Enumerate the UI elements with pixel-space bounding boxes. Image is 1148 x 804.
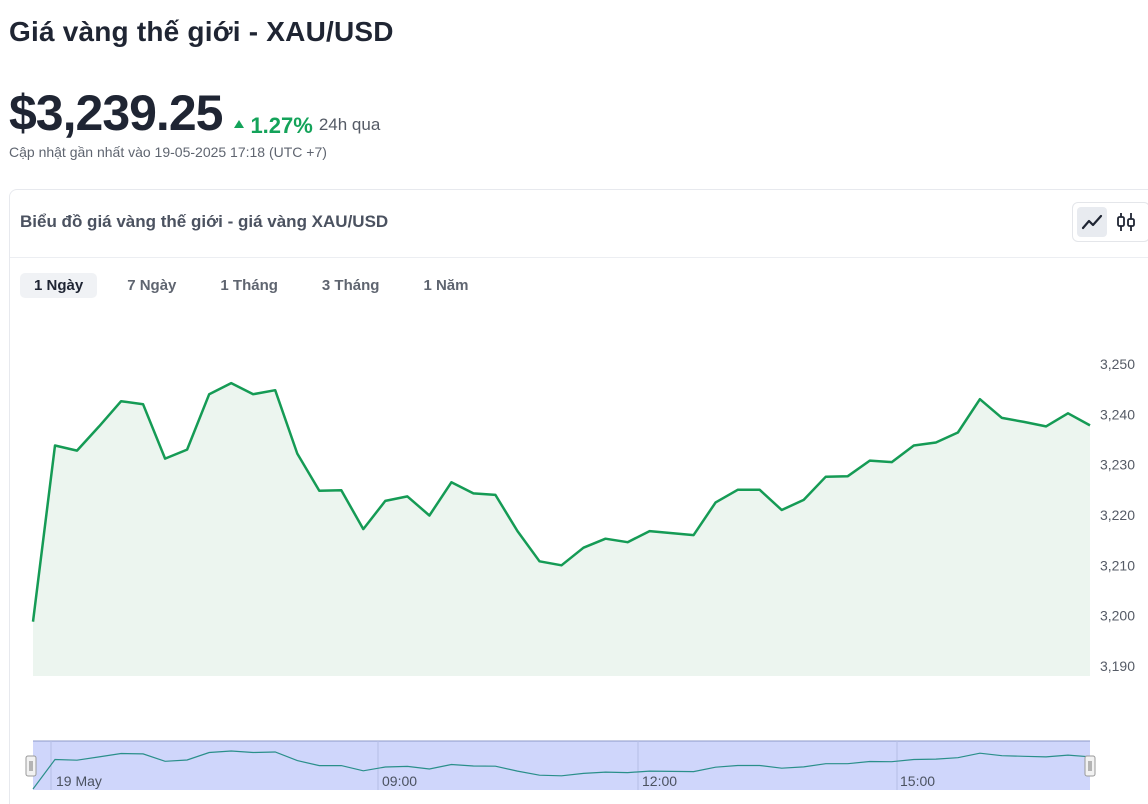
timeframe-tabs: 1 Ngày 7 Ngày 1 Tháng 3 Tháng 1 Năm (20, 273, 498, 298)
y-tick-label: 3,200 (1100, 608, 1135, 624)
price-area (33, 383, 1090, 676)
price-change: 1.27% (234, 113, 313, 139)
line-chart-icon (1081, 214, 1103, 230)
chart-type-toggle (1072, 202, 1148, 242)
navigator-time-label: 15:00 (900, 773, 935, 789)
y-tick-label: 3,190 (1100, 658, 1135, 674)
y-tick-label: 3,210 (1100, 557, 1135, 573)
tab-1-day[interactable]: 1 Ngày (20, 273, 98, 298)
y-tick-label: 3,230 (1100, 457, 1135, 473)
candlestick-button[interactable] (1111, 207, 1141, 237)
tab-1-year[interactable]: 1 Năm (423, 277, 469, 294)
card-divider (10, 257, 1148, 258)
tab-1-month[interactable]: 1 Tháng (220, 277, 278, 294)
navigator[interactable]: 19 May 09:00 12:00 15:00 (25, 740, 1096, 790)
y-tick-label: 3,250 (1100, 356, 1135, 372)
navigator-right-handle[interactable] (1084, 755, 1096, 777)
tab-3-months[interactable]: 3 Tháng (321, 277, 380, 294)
chart-title: Biểu đồ giá vàng thế giới - giá vàng XAU… (20, 212, 389, 231)
change-period: 24h qua (318, 115, 381, 134)
navigator-line (32, 750, 1091, 790)
candlestick-icon (1117, 213, 1135, 231)
current-price: $3,239.25 (9, 85, 223, 141)
line-chart-button[interactable] (1077, 207, 1107, 237)
last-updated: Cập nhật gần nhất vào 19-05-2025 17:18 (… (9, 144, 327, 160)
y-tick-label: 3,220 (1100, 507, 1135, 523)
page-title: Giá vàng thế giới - XAU/USD (9, 16, 394, 47)
navigator-left-handle[interactable] (25, 755, 37, 777)
navigator-time-label: 09:00 (382, 773, 417, 789)
triangle-up-icon (234, 120, 245, 128)
navigator-time-label: 12:00 (642, 773, 677, 789)
change-percent: 1.27% (250, 113, 313, 138)
price-line (31, 381, 1091, 622)
navigator-selection[interactable] (33, 741, 1090, 790)
price-row: $3,239.25 1.27% 24h qua (9, 84, 380, 142)
y-tick-label: 3,240 (1100, 406, 1135, 422)
navigator-time-label: 19 May (56, 773, 102, 789)
tab-7-days[interactable]: 7 Ngày (127, 277, 177, 294)
